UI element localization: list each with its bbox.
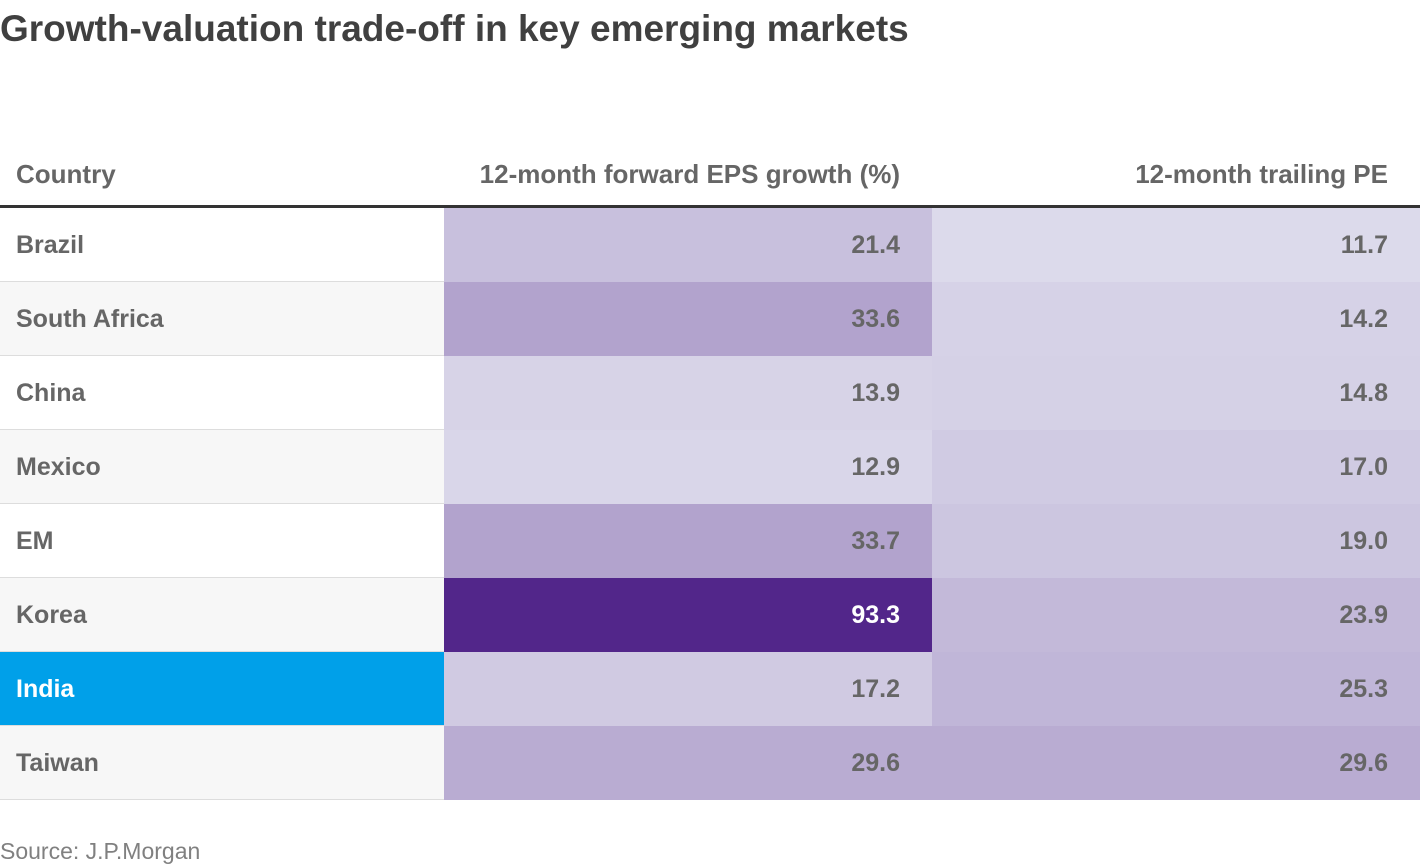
trailing-pe-cell: 23.9 — [932, 578, 1420, 652]
data-table: Country 12-month forward EPS growth (%) … — [0, 100, 1420, 800]
country-cell: South Africa — [0, 282, 444, 356]
country-cell: Brazil — [0, 208, 444, 282]
eps-growth-cell: 33.6 — [444, 282, 932, 356]
table-row: Mexico 12.9 17.0 — [0, 430, 1420, 504]
trailing-pe-cell: 29.6 — [932, 726, 1420, 800]
eps-growth-cell: 33.7 — [444, 504, 932, 578]
table-row: South Africa 33.6 14.2 — [0, 282, 1420, 356]
table-row: India 17.2 25.3 — [0, 652, 1420, 726]
eps-growth-cell: 93.3 — [444, 578, 932, 652]
country-cell: EM — [0, 504, 444, 578]
column-header-country: Country — [16, 159, 116, 189]
eps-growth-cell: 13.9 — [444, 356, 932, 430]
table-row: China 13.9 14.8 — [0, 356, 1420, 430]
trailing-pe-cell: 11.7 — [932, 208, 1420, 282]
country-cell: China — [0, 356, 444, 430]
eps-growth-cell: 12.9 — [444, 430, 932, 504]
country-cell: Korea — [0, 578, 444, 652]
country-cell: Mexico — [0, 430, 444, 504]
country-cell: India — [0, 652, 444, 726]
table-row: Taiwan 29.6 29.6 — [0, 726, 1420, 800]
table-row: EM 33.7 19.0 — [0, 504, 1420, 578]
column-header-eps-growth: 12-month forward EPS growth (%) — [479, 159, 900, 189]
trailing-pe-cell: 14.8 — [932, 356, 1420, 430]
column-header-trailing-pe: 12-month trailing PE — [1135, 159, 1388, 189]
table-body: Brazil 21.4 11.7 South Africa 33.6 14.2 China 1… — [0, 208, 1420, 800]
trailing-pe-cell: 19.0 — [932, 504, 1420, 578]
table-header: Country 12-month forward EPS growth (%) … — [0, 100, 1420, 208]
source-note: Source: J.P.Morgan — [0, 838, 201, 864]
eps-growth-cell: 21.4 — [444, 208, 932, 282]
table-row: Korea 93.3 23.9 — [0, 578, 1420, 652]
eps-growth-cell: 17.2 — [444, 652, 932, 726]
chart-title: Growth-valuation trade-off in key emergi… — [0, 8, 909, 49]
trailing-pe-cell: 14.2 — [932, 282, 1420, 356]
country-cell: Taiwan — [0, 726, 444, 800]
trailing-pe-cell: 17.0 — [932, 430, 1420, 504]
trailing-pe-cell: 25.3 — [932, 652, 1420, 726]
table-row: Brazil 21.4 11.7 — [0, 208, 1420, 282]
eps-growth-cell: 29.6 — [444, 726, 932, 800]
